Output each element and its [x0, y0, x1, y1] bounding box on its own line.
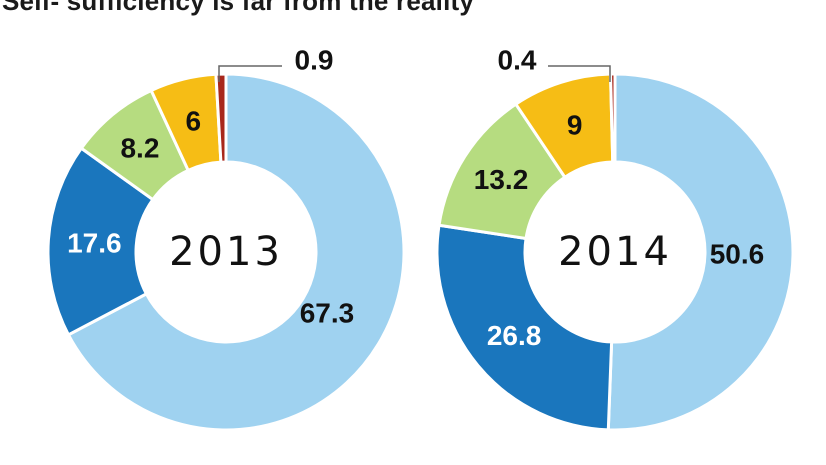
donut-slice [606, 72, 795, 432]
data-label: 13.2 [474, 164, 529, 195]
chart-title: Self- sufficiency is far from the realit… [2, 0, 475, 16]
data-label: 17.6 [67, 227, 122, 258]
data-label: 6 [185, 105, 201, 136]
callout-leader-line [218, 65, 282, 82]
center-label-2013: 2013 [169, 229, 283, 275]
data-label: 67.3 [300, 297, 355, 328]
donut-slice [435, 223, 614, 432]
callout-leader-line [548, 65, 611, 82]
center-label-2014: 2014 [558, 229, 672, 275]
data-label: 26.8 [487, 320, 542, 351]
donut-slice [609, 72, 617, 164]
donut-chart-2014: 2014 50.6 26.8 13.2 9 0.4 [435, 44, 795, 432]
data-label: 9 [567, 110, 583, 141]
data-label: 0.9 [295, 44, 334, 75]
data-label: 8.2 [120, 132, 159, 163]
donut-slice [46, 146, 155, 337]
donut-slice [66, 72, 406, 432]
data-label: 0.4 [498, 44, 537, 75]
donut-chart-2013: 2013 67.3 17.6 8.2 6 0.9 [46, 44, 406, 432]
data-label: 50.6 [710, 239, 765, 270]
